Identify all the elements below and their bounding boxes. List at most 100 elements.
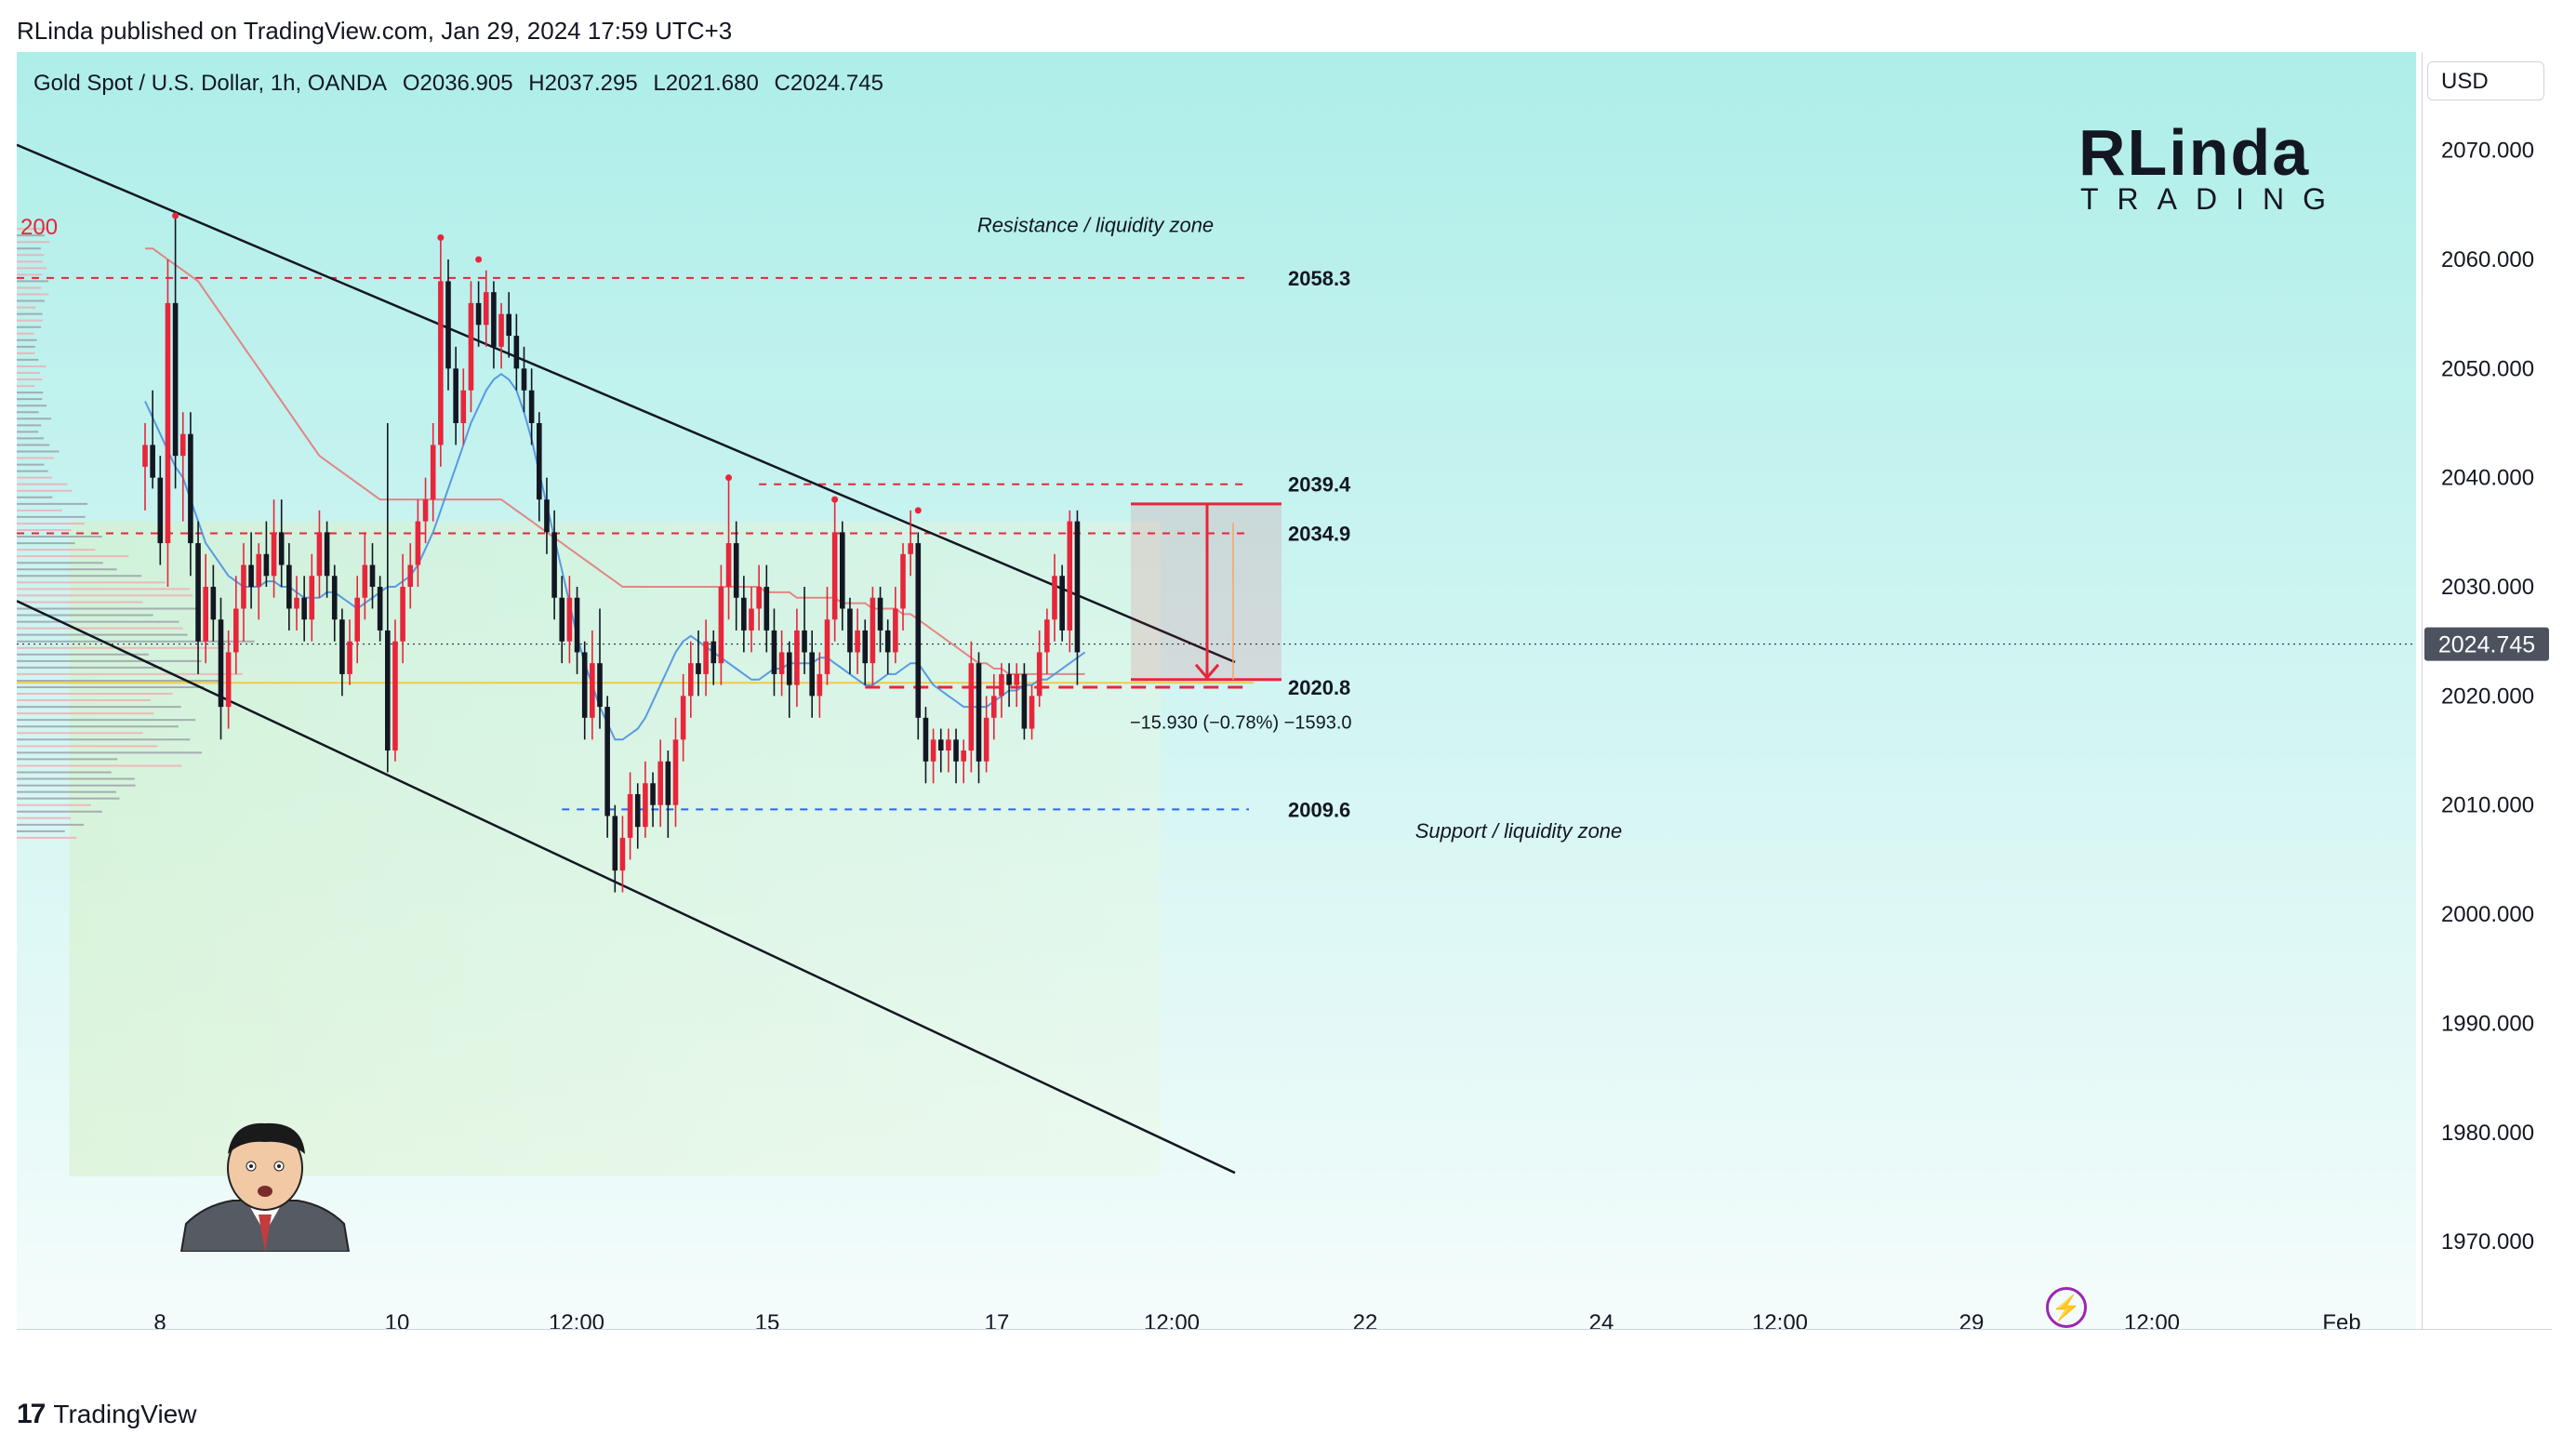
swing-high-marker [437,233,445,241]
candle-body [817,673,823,697]
time-tick-label: 12:00 [1752,1310,1808,1329]
candle-body [847,608,853,653]
brand-main: RLinda [2078,116,2311,189]
price-tick-label: 2070.000 [2441,139,2534,164]
candle-body [392,641,398,751]
candle-body [528,390,535,423]
candle-body [604,707,610,816]
time-tick-label: 22 [1353,1310,1378,1329]
time-tick-label: 8 [153,1310,166,1329]
candle-body [537,422,542,500]
candle-body [347,641,352,674]
candle-body [824,619,830,674]
lightning-icon[interactable]: ⚡ [2046,1287,2087,1328]
candle-body [233,608,239,653]
candle-body [218,619,224,708]
candle-body [491,292,497,347]
chart-canvas[interactable]: 200 2058.3 2039.4 2034.9 2020.8 2009.6 Resis… [17,52,2416,1329]
candle-body [786,652,792,685]
candle-body [400,587,405,642]
time-tick-label: 29 [1959,1310,1985,1329]
time-tick-label: 12:00 [2124,1310,2180,1329]
candle-body [937,739,944,751]
candle-body [749,608,754,631]
candle-body [369,564,376,588]
annotations: Resistance / liquidity zone Support / liq… [977,214,1622,843]
candle-body [915,543,922,718]
candle-body [210,587,217,620]
time-tick-label: 15 [755,1310,780,1329]
candlesticks [142,212,1081,893]
candle-body [165,302,171,544]
candle-body [672,739,679,805]
currency-button[interactable]: USD [2427,61,2544,100]
candle-body [430,445,436,500]
candle-body [142,445,148,467]
rlinda-trading-logo: RLinda TRADING [2041,115,2326,218]
candle-body [248,564,254,588]
candle-body [650,783,656,805]
candle-body [551,532,557,598]
candle-body [1044,619,1050,653]
price-tick-label: 2020.000 [2441,684,2534,709]
candle-body [301,597,307,620]
candle-body [468,302,474,391]
publisher-line: RLinda published on TradingView.com, Jan… [17,17,733,45]
candle-body [513,336,520,369]
level-label-2009.6: 2009.6 [1288,798,1350,821]
tradingview-brand[interactable]: 17 TradingView [17,1399,196,1430]
candle-body [968,663,975,751]
price-tick-label: 2040.000 [2441,466,2534,491]
candle-body [597,663,603,708]
price-axis-svg[interactable]: 1970.000 1980.000 1990.000 2000.000 2010.000… [2423,52,2553,1329]
symbol-name[interactable]: Gold Spot / U.S. Dollar, 1h, OANDA [33,71,388,96]
candle-body [976,663,982,762]
forecast-box[interactable] [1131,502,1281,682]
candle-body [225,652,232,708]
slow-ma-line [145,247,1085,675]
horizontal-levels: 2058.3 2039.4 2034.9 2020.8 2009.6 [17,267,2416,821]
time-tick-label: 12:00 [549,1310,604,1329]
price-axis[interactable]: 1970.000 1980.000 1990.000 2000.000 2010.000… [2422,52,2553,1329]
level-label-2020.8: 2020.8 [1288,676,1350,699]
candle-body [294,597,299,609]
candle-body [475,302,482,325]
moving-averages [144,247,1086,741]
candle-body [203,587,208,642]
tradingview-logo-icon: 17 [17,1399,46,1429]
candle-body [794,630,800,685]
level-label-2058.3: 2058.3 [1288,267,1350,290]
candle-body [696,663,701,674]
candle-body [453,368,458,423]
ohlc-close: C2024.745 [774,71,883,96]
candle-body [1006,673,1012,685]
candle-body [324,532,330,577]
time-axis[interactable]: 8 10 12:00 15 17 12:00 22 24 12:00 29 12:00 Feb [153,1310,2360,1329]
volume-profile: 200 [17,215,255,839]
candle-body [657,761,663,805]
price-tick-label: 2030.000 [2441,575,2534,600]
candle-body [172,302,179,457]
support-zone-label: Support / liquidity zone [1415,819,1623,843]
candle-body [771,630,777,674]
candle-body [354,597,360,642]
price-tick-label: 2010.000 [2441,793,2534,818]
candle-body [157,477,164,544]
candle-body [855,630,860,653]
candle-body [983,717,989,762]
candle-body [339,619,345,674]
candle-body [1036,652,1042,697]
price-tick-label: 1980.000 [2441,1121,2534,1146]
candle-body [619,837,626,871]
candle-body [377,587,383,631]
candle-body [331,576,338,620]
candle-body [923,717,929,762]
price-tick-label: 2050.000 [2441,356,2534,381]
candle-body [271,532,277,577]
candle-body [256,553,262,588]
chart-panel[interactable]: 200 2058.3 2039.4 2034.9 2020.8 2009.6 Resis… [17,52,2416,1329]
candle-body [188,433,193,544]
candle-body [809,652,815,697]
candle-body [286,564,292,609]
ohlc-high: H2037.295 [528,71,638,96]
